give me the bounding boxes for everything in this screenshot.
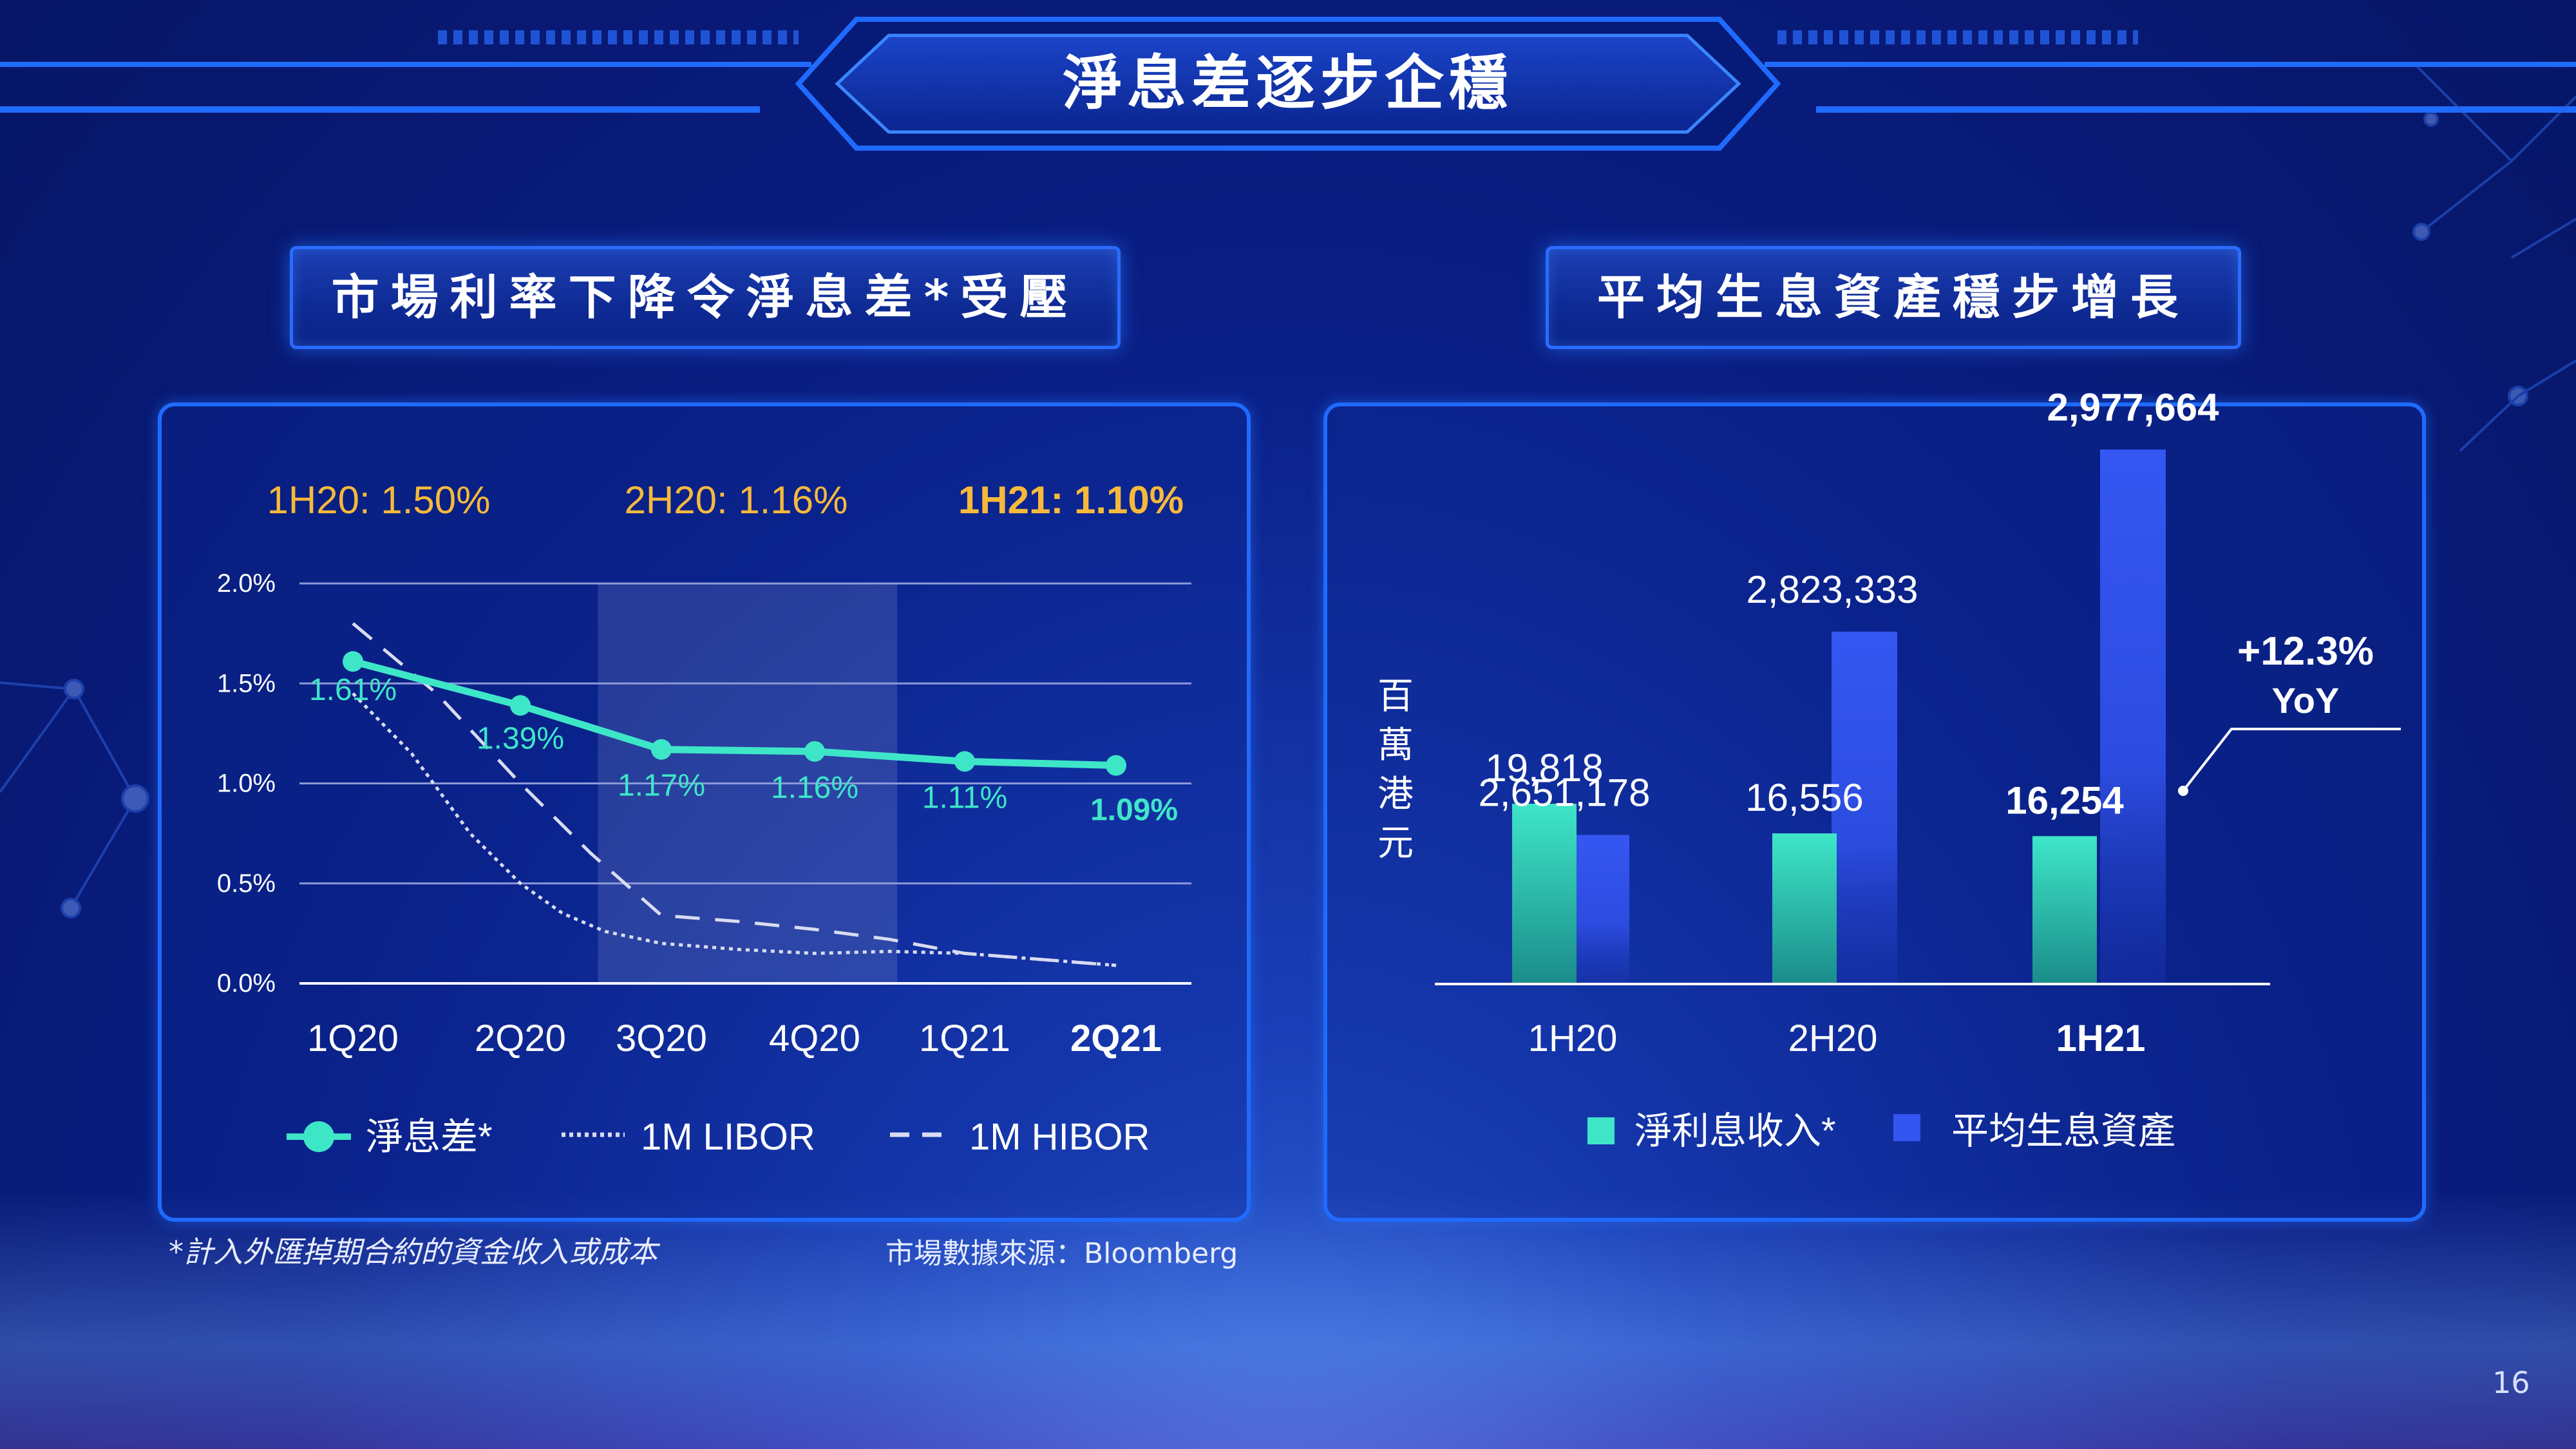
- nim-line: [352, 658, 1117, 770]
- nii-bar: [1512, 804, 1577, 984]
- chart-legend[interactable]: 淨利息收入* 平均生息資產: [1587, 1110, 2175, 1152]
- nim-point: [651, 739, 672, 760]
- x-tick-label: 1Q20: [307, 1018, 399, 1059]
- yoy-leader-dot: [2178, 786, 2188, 796]
- right-section-header: 平均生息資產穩步增長: [1546, 246, 2241, 349]
- x-tick-label: 2H20: [1788, 1018, 1878, 1059]
- nim-point: [510, 695, 531, 716]
- x-tick-label: 2Q20: [475, 1018, 566, 1059]
- page-number: 16: [2492, 1365, 2530, 1400]
- legend-assets-swatch: [1893, 1114, 1920, 1141]
- x-tick-label: 3Q20: [616, 1018, 707, 1059]
- yoy-annotation: +12.3% YoY: [2178, 629, 2401, 796]
- nii-bar: [2032, 836, 2097, 984]
- asset-bar: [1832, 631, 1897, 984]
- nim-data-label: 1.39%: [477, 721, 564, 755]
- legend-nii-label: 淨利息收入*: [1634, 1110, 1836, 1152]
- data-source: 市場數據來源：Bloomberg: [886, 1237, 1238, 1270]
- background-glow: [0, 1191, 2576, 1449]
- y-tick-label: 1.0%: [217, 770, 276, 798]
- yoy-value: +12.3%: [2237, 629, 2374, 674]
- period-summary: 1H20: 1.50%: [267, 478, 491, 522]
- legend-hibor-label: 1M HIBOR: [969, 1116, 1150, 1158]
- y-tick-label: 1.5%: [217, 669, 276, 697]
- y-tick-label: 0.0%: [217, 969, 276, 998]
- yoy-label: YoY: [2272, 680, 2340, 721]
- chart-legend[interactable]: 淨息差* 1M LIBOR 1M HIBOR: [287, 1116, 1150, 1158]
- nim-data-label: 1.61%: [309, 673, 397, 707]
- x-axis-ticks: 1H20 2H20 1H21: [1528, 1018, 2146, 1059]
- left-section-header: 市場利率下降令淨息差*受壓: [290, 246, 1121, 349]
- y-axis-label-char: 港: [1378, 773, 1414, 814]
- asset-bar: [2100, 450, 2166, 984]
- data-labels: 1.61% 1.39% 1.17% 1.16% 1.11% 1.09%: [309, 673, 1178, 827]
- nii-data-label: 19,818: [1485, 746, 1604, 790]
- nim-point: [804, 741, 825, 762]
- y-axis-label-char: 元: [1378, 822, 1414, 863]
- x-axis-ticks: 1Q20 2Q20 3Q20 4Q20 1Q21 2Q21: [307, 1018, 1162, 1059]
- x-tick-label: 1Q21: [919, 1018, 1010, 1059]
- y-axis-ticks: 0.0% 0.5% 1.0% 1.5% 2.0%: [217, 569, 276, 998]
- period-summaries: 1H20: 1.50% 2H20: 1.16% 1H21: 1.10%: [267, 478, 1184, 522]
- x-tick-label: 4Q20: [769, 1018, 860, 1059]
- asset-data-label: 2,823,333: [1747, 568, 1918, 611]
- period-summary: 2H20: 1.16%: [625, 478, 848, 522]
- nim-data-label: 1.09%: [1090, 793, 1178, 828]
- nii-data-label: 16,254: [2005, 779, 2124, 822]
- footnote: *計入外匯掉期合約的資金收入或成本: [169, 1235, 658, 1269]
- y-axis-label-char: 百: [1378, 676, 1414, 716]
- nim-point: [1106, 755, 1126, 776]
- y-tick-label: 2.0%: [217, 569, 276, 598]
- nim-point: [954, 751, 975, 772]
- x-tick-label: 1H21: [2056, 1018, 2146, 1059]
- asset-data-label: 2,651,178: [1479, 771, 1651, 814]
- asset-data-label: 2,977,664: [2047, 386, 2220, 429]
- hibor-line: [352, 622, 1117, 967]
- bar-series: [1512, 450, 2166, 984]
- x-tick-label: 2Q21: [1070, 1018, 1162, 1059]
- y-tick-label: 0.5%: [217, 869, 276, 898]
- nim-data-label: 1.16%: [771, 771, 858, 805]
- x-tick-label: 1H20: [1528, 1018, 1618, 1059]
- legend-nim-label: 淨息差*: [366, 1116, 493, 1158]
- y-axis-label-char: 萬: [1378, 724, 1414, 765]
- legend-nii-swatch: [1587, 1117, 1615, 1144]
- nim-data-label: 1.17%: [618, 769, 705, 803]
- legend-nim-marker: [303, 1121, 334, 1152]
- nii-bar: [1772, 833, 1837, 984]
- legend-assets-label: 平均生息資產: [1951, 1110, 2175, 1152]
- legend-libor-label: 1M LIBOR: [641, 1116, 815, 1158]
- chart-series: [343, 622, 1126, 967]
- nim-data-label: 1.11%: [922, 781, 1008, 815]
- page-title: 淨息差逐步企穩: [1062, 49, 1513, 118]
- left-panel: [158, 402, 1251, 1222]
- nim-point: [343, 651, 363, 672]
- period-summary: 1H21: 1.10%: [958, 478, 1184, 522]
- nii-data-label: 16,556: [1745, 776, 1864, 819]
- yoy-leader-line: [2182, 728, 2401, 792]
